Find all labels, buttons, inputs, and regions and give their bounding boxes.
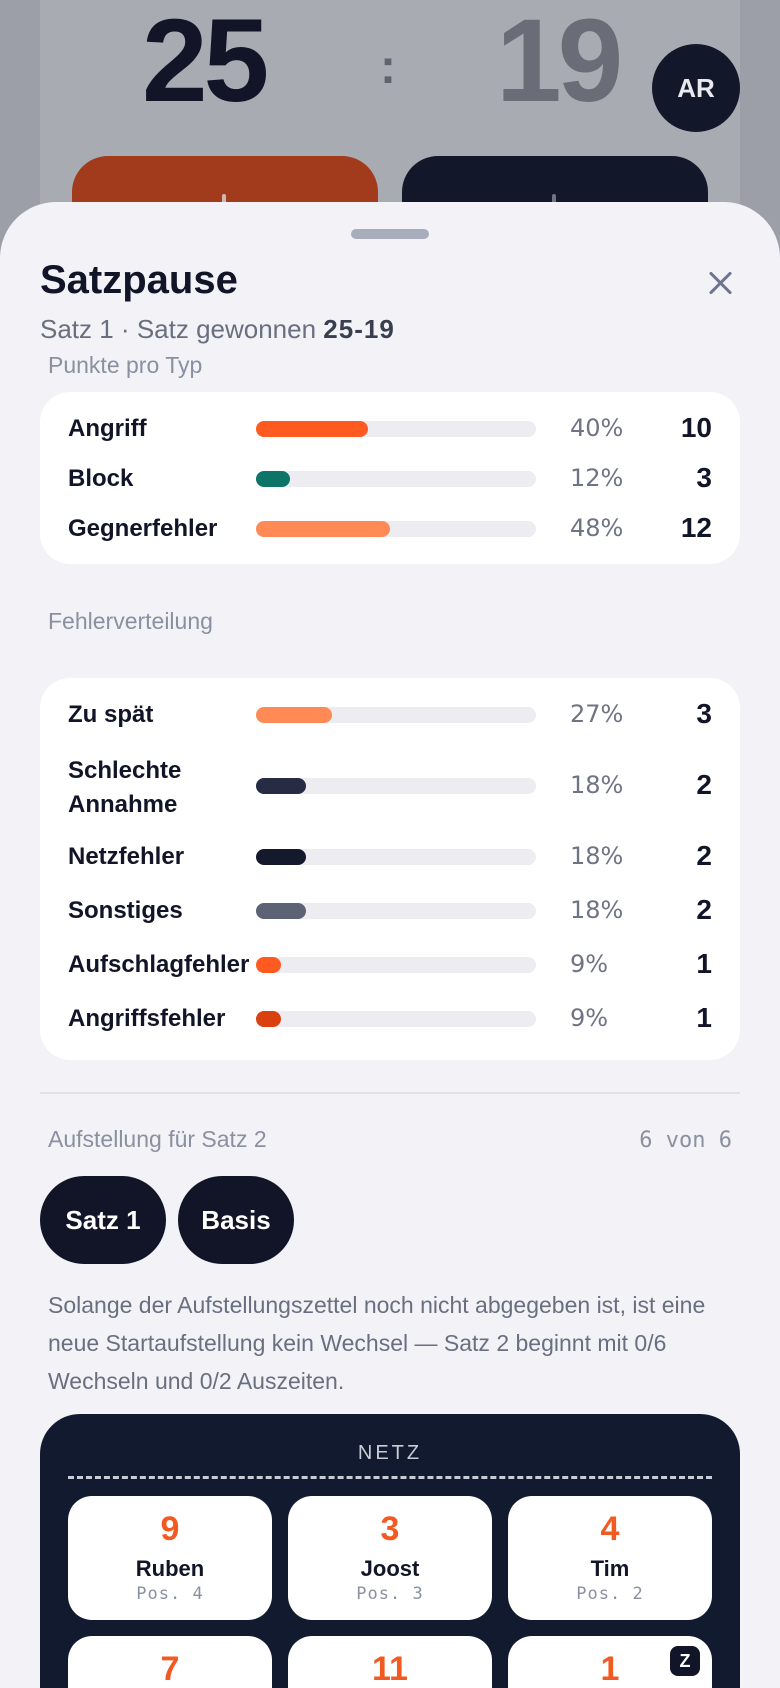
home-score: 25 <box>142 0 269 127</box>
sheet-title: Satzpause <box>40 258 238 302</box>
player-number: 7 <box>160 1650 180 1688</box>
lineup-pill-basis[interactable]: Basis <box>178 1176 294 1264</box>
stat-count: 3 <box>696 462 712 493</box>
player-name: Tim <box>590 1556 630 1581</box>
player-card-pos-3[interactable]: 3 Joost Pos. 3 <box>288 1496 492 1620</box>
subtitle-score: 25-19 <box>323 314 395 344</box>
plus-icon <box>222 194 226 206</box>
stat-label: Block <box>68 465 134 492</box>
subtitle-prefix: Satz 1 · Satz gewonnen <box>40 314 317 344</box>
stat-label: Sonstiges <box>68 897 183 924</box>
player-card-pos-1[interactable]: 1 Z <box>508 1636 712 1688</box>
stat-count: 2 <box>696 894 712 925</box>
stat-bar-track <box>256 849 536 865</box>
player-card-pos-5[interactable]: 7 <box>68 1636 272 1688</box>
player-position: Pos. 3 <box>356 1584 424 1604</box>
stat-bar-fill <box>256 471 290 487</box>
section-divider <box>40 1092 740 1094</box>
error-distribution-label: Fehlerverteilung <box>48 608 213 634</box>
stat-bar-track <box>256 521 536 537</box>
stat-bar-track <box>256 1011 536 1027</box>
stat-count: 1 <box>696 1002 712 1033</box>
stat-label: Schlechte Annahme <box>68 757 182 818</box>
sheet-subtitle: Satz 1 · Satz gewonnen 25-19 <box>40 314 395 345</box>
plus-icon <box>552 194 556 206</box>
stat-bar-fill <box>256 707 332 723</box>
lineup-count: 6 von 6 <box>639 1128 732 1153</box>
player-number: 3 <box>380 1510 400 1548</box>
close-icon[interactable] <box>700 264 740 304</box>
stat-label: Angriffsfehler <box>68 1005 226 1032</box>
stat-percent: 9% <box>570 1004 609 1032</box>
player-number: 4 <box>600 1510 620 1548</box>
stat-bar-fill <box>256 1011 282 1027</box>
stat-bar-track <box>256 957 536 973</box>
stat-count: 2 <box>696 840 712 871</box>
stat-bar-fill <box>256 521 391 537</box>
stat-bar-fill <box>256 957 282 973</box>
stat-bar-fill <box>256 421 368 437</box>
player-number: 9 <box>160 1510 180 1548</box>
lineup-info-text: Solange der Aufstellungszettel noch nich… <box>48 1292 706 1394</box>
sheet-grabber-handle[interactable] <box>351 229 429 239</box>
player-card-pos-2[interactable]: 4 Tim Pos. 2 <box>508 1496 712 1620</box>
stat-bar-track <box>256 778 536 794</box>
stat-count: 12 <box>680 512 712 543</box>
stat-bar-fill <box>256 903 307 919</box>
player-number: 11 <box>372 1650 408 1688</box>
points-by-type-card: Angriff 40% 10 Block 12% 3 Gegnerfehler … <box>40 392 740 564</box>
stat-count: 3 <box>696 698 712 729</box>
stat-percent: 18% <box>570 771 624 799</box>
stat-label: Netzfehler <box>68 843 185 870</box>
stat-count: 1 <box>696 948 712 979</box>
stat-bar-track <box>256 471 536 487</box>
stat-percent: 12% <box>570 464 624 492</box>
player-name: Joost <box>360 1556 420 1581</box>
stat-label: Zu spät <box>68 701 154 728</box>
stat-percent: 18% <box>570 842 624 870</box>
stat-percent: 9% <box>570 950 609 978</box>
error-distribution-card: Zu spät 27% 3 Schlechte Annahme 18% 2 Ne… <box>40 678 740 1060</box>
lineup-label: Aufstellung für Satz 2 <box>48 1126 267 1152</box>
stat-percent: 18% <box>570 896 624 924</box>
score-separator: : <box>380 41 396 94</box>
player-number: 1 <box>600 1650 620 1688</box>
stat-percent: 48% <box>570 514 624 542</box>
player-position: Pos. 4 <box>136 1584 204 1604</box>
stat-bar-track <box>256 707 536 723</box>
stat-bar-fill <box>256 778 307 794</box>
stat-bar-track <box>256 903 536 919</box>
lineup-pill-set-1[interactable]: Satz 1 <box>40 1176 166 1264</box>
stat-percent: 27% <box>570 700 624 728</box>
player-name: Ruben <box>135 1556 205 1581</box>
avatar[interactable]: AR <box>652 44 740 132</box>
net-label: NETZ <box>357 1442 423 1464</box>
player-card-pos-4[interactable]: 9 Ruben Pos. 4 <box>68 1496 272 1620</box>
stat-label: Aufschlagfehler <box>68 951 250 978</box>
setter-badge: Z <box>670 1646 700 1676</box>
stat-label: Gegnerfehler <box>68 515 218 542</box>
stat-bar-track <box>256 421 536 437</box>
stat-percent: 40% <box>570 414 624 442</box>
stat-count: 10 <box>680 412 712 443</box>
points-by-type-label: Punkte pro Typ <box>48 352 203 378</box>
stat-count: 2 <box>696 769 712 800</box>
away-score: 19 <box>496 0 623 127</box>
stat-bar-fill <box>256 849 307 865</box>
net-line <box>68 1476 712 1479</box>
stat-label: Angriff <box>68 415 147 442</box>
player-card-pos-6[interactable]: 11 <box>288 1636 492 1688</box>
player-position: Pos. 2 <box>576 1584 644 1604</box>
